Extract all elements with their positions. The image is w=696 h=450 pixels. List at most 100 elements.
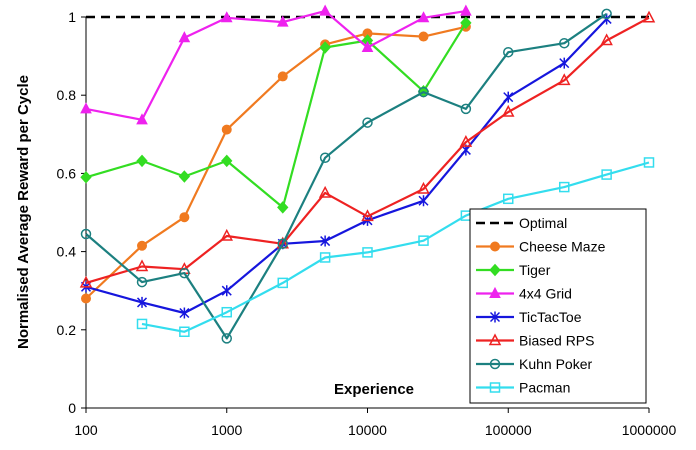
data-point bbox=[503, 193, 514, 205]
data-point bbox=[277, 201, 289, 214]
data-point bbox=[459, 135, 473, 147]
data-point bbox=[179, 307, 190, 319]
data-point bbox=[361, 40, 374, 52]
data-point bbox=[418, 31, 429, 42]
data-point bbox=[178, 170, 191, 183]
data-point bbox=[642, 10, 656, 23]
y-tick-label: 1 bbox=[68, 9, 76, 25]
data-point bbox=[318, 185, 332, 198]
series-4x4-grid bbox=[80, 4, 472, 125]
data-point bbox=[559, 37, 570, 49]
data-point bbox=[460, 103, 472, 115]
data-point bbox=[277, 238, 289, 250]
data-point bbox=[221, 306, 232, 318]
x-tick-label: 1000 bbox=[211, 422, 242, 438]
x-ticks: 100 1000 10000 100000 1000000 bbox=[74, 408, 676, 438]
data-point bbox=[643, 157, 655, 168]
y-tick-label: 0.6 bbox=[57, 165, 77, 181]
legend-item: Cheese Maze bbox=[476, 239, 606, 255]
series-line bbox=[85, 18, 608, 315]
data-point bbox=[601, 8, 612, 20]
data-point bbox=[319, 252, 331, 263]
data-point bbox=[503, 46, 514, 58]
legend-marker bbox=[489, 311, 501, 323]
series-line bbox=[141, 161, 650, 333]
y-tick-label: 0 bbox=[68, 400, 76, 416]
series-tiger bbox=[80, 16, 472, 214]
data-point bbox=[221, 333, 232, 344]
data-point bbox=[80, 102, 92, 114]
legend-label: Pacman bbox=[519, 380, 570, 396]
series-tictactoe bbox=[80, 13, 612, 319]
data-point bbox=[81, 293, 91, 304]
series-kuhn-poker bbox=[80, 8, 612, 344]
data-point bbox=[221, 154, 233, 168]
legend: Optimal Cheese Maze Tiger 4x4 Grid TicTacToe… bbox=[469, 208, 647, 404]
data-point bbox=[417, 181, 430, 194]
y-ticks: 0 0.2 0.4 0.6 0.8 1 bbox=[57, 9, 86, 416]
data-point bbox=[136, 113, 148, 125]
legend-marker bbox=[489, 286, 501, 298]
data-point bbox=[418, 235, 429, 246]
x-tick-label: 100 bbox=[74, 422, 98, 438]
data-point bbox=[220, 228, 233, 241]
data-point bbox=[319, 152, 331, 164]
series-line bbox=[85, 12, 608, 340]
data-point bbox=[460, 16, 472, 30]
x-tick-label: 1000000 bbox=[622, 422, 677, 438]
data-point bbox=[136, 318, 148, 330]
legend-item: Biased RPS bbox=[476, 333, 594, 349]
series-layer bbox=[79, 4, 656, 344]
series-line bbox=[85, 10, 467, 121]
data-point bbox=[137, 240, 148, 251]
x-tick-label: 100000 bbox=[485, 422, 532, 438]
data-point bbox=[79, 275, 93, 288]
data-point bbox=[319, 4, 331, 16]
data-point bbox=[319, 41, 331, 54]
data-point bbox=[600, 33, 613, 46]
y-tick-label: 0.4 bbox=[57, 244, 77, 260]
data-point bbox=[460, 4, 472, 16]
x-axis-label: Experience bbox=[334, 381, 414, 398]
data-point bbox=[362, 117, 373, 128]
y-axis-label: Normalised Average Reward per Cycle bbox=[15, 75, 32, 349]
data-point bbox=[417, 11, 430, 23]
legend-item: Kuhn Poker bbox=[476, 356, 592, 372]
data-point bbox=[418, 195, 429, 207]
data-point bbox=[80, 171, 92, 184]
legend-label: Kuhn Poker bbox=[519, 356, 592, 372]
data-point bbox=[136, 276, 148, 288]
legend-item: TicTacToe bbox=[476, 309, 582, 325]
data-point bbox=[503, 91, 514, 103]
legend-label: 4x4 Grid bbox=[519, 286, 572, 302]
legend-label: TicTacToe bbox=[519, 309, 582, 325]
legend-item: Optimal bbox=[476, 215, 567, 231]
data-point bbox=[320, 235, 331, 247]
data-point bbox=[559, 57, 570, 69]
data-point bbox=[277, 277, 289, 289]
data-point bbox=[178, 31, 191, 43]
data-point bbox=[80, 228, 92, 240]
legend-marker bbox=[489, 358, 501, 370]
data-point bbox=[277, 71, 288, 82]
legend-label: Biased RPS bbox=[519, 333, 594, 349]
y-tick-label: 0.2 bbox=[57, 322, 77, 338]
data-point bbox=[362, 247, 373, 258]
legend-label: Tiger bbox=[519, 262, 551, 278]
data-point bbox=[179, 326, 190, 338]
data-point bbox=[361, 209, 374, 222]
legend-item: 4x4 Grid bbox=[476, 286, 572, 302]
data-point bbox=[179, 267, 190, 279]
legend-marker bbox=[489, 382, 501, 393]
legend-label: Optimal bbox=[519, 215, 567, 231]
legend-box bbox=[469, 208, 647, 404]
data-point bbox=[136, 154, 148, 168]
data-point bbox=[601, 169, 612, 180]
legend-item: Pacman bbox=[476, 380, 570, 396]
data-point bbox=[418, 86, 429, 98]
legend-marker bbox=[488, 333, 502, 346]
data-point bbox=[502, 104, 515, 117]
legend-item: Tiger bbox=[476, 262, 551, 278]
y-tick-label: 0.8 bbox=[57, 87, 77, 103]
